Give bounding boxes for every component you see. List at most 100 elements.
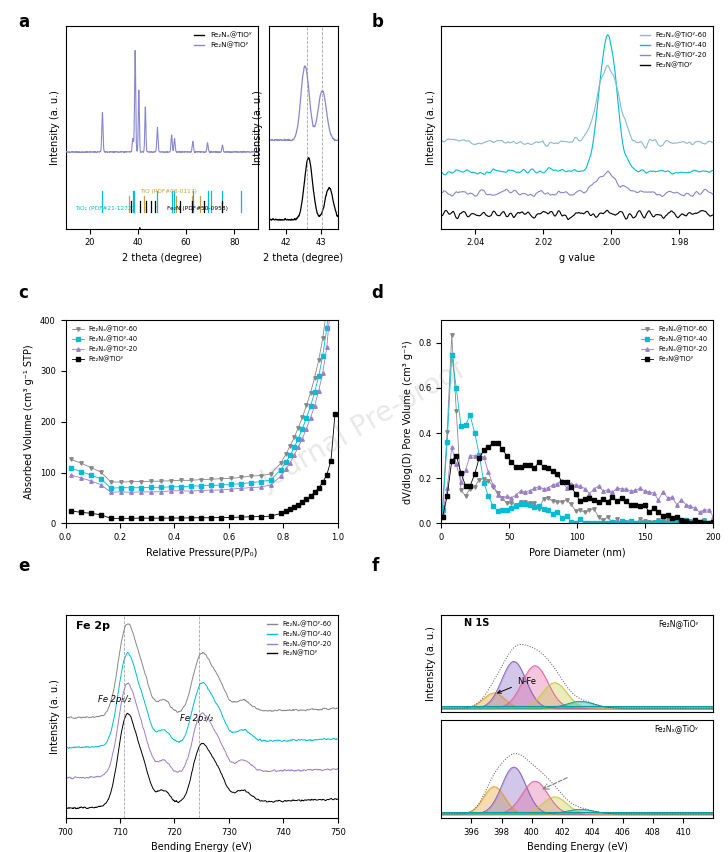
Fe₂N@TiOʸ	[136, 513, 145, 523]
Fe₂Nₓ@TiOʸ-40	[286, 450, 295, 460]
Fe₂Nₓ@TiOʸ-60	[226, 474, 235, 484]
Fe₂N@TiOʸ	[686, 518, 695, 528]
Fe₂N@TiOʸ	[512, 462, 521, 472]
Fe₂Nₓ@TiOʸ-60	[709, 518, 718, 528]
Fe₂N@TiOʸ	[298, 498, 306, 508]
Fe₂N@TiOʸ	[266, 511, 275, 521]
X-axis label: Pore Diameter (nm): Pore Diameter (nm)	[529, 548, 625, 557]
Fe₂Nₓ@TiOʸ-20	[331, 139, 339, 149]
X-axis label: Bending Energy (eV): Bending Energy (eV)	[527, 842, 628, 852]
Legend: Fe₂Nₓ@TiOʸ-60, Fe₂Nₓ@TiOʸ-40, Fe₂Nₓ@TiOʸ-20, Fe₂N@TiOʸ: Fe₂Nₓ@TiOʸ-60, Fe₂Nₓ@TiOʸ-40, Fe₂Nₓ@TiOʸ…	[265, 618, 334, 659]
Line: Fe₂Nₓ@TiOʸ-20: Fe₂Nₓ@TiOʸ-20	[441, 446, 715, 519]
Fe₂Nₓ@TiOʸ-40	[448, 350, 456, 360]
Fe₂Nₓ@TiOʸ-60	[613, 515, 622, 525]
Fe₂Nₓ@TiOʸ-20	[157, 486, 165, 497]
Fe₂Nₓ@TiOʸ-60	[327, 246, 336, 256]
Y-axis label: Intensity (a. u.): Intensity (a. u.)	[253, 89, 264, 164]
Fe₂Nₓ@TiOʸ-60	[157, 476, 165, 486]
Fe₂Nₓ@TiOʸ-60	[97, 467, 106, 477]
Text: N 1S: N 1S	[464, 618, 489, 628]
Fe₂Nₓ@TiOʸ-60	[438, 502, 447, 512]
Fe₂Nₓ@TiOʸ-40	[146, 482, 155, 492]
Fe₂Nₓ@TiOʸ-60	[323, 302, 331, 312]
Fe₂Nₓ@TiOʸ-20	[256, 482, 265, 492]
Fe₂Nₓ@TiOʸ-40	[617, 516, 626, 527]
Fe₂Nₓ@TiOʸ-40	[266, 475, 275, 486]
Fe₂Nₓ@TiOʸ-60	[116, 477, 125, 487]
Line: Fe₂Nₓ@TiOʸ-40: Fe₂Nₓ@TiOʸ-40	[441, 354, 715, 525]
Fe₂N@TiOʸ	[66, 506, 75, 516]
Fe₂Nₓ@TiOʸ-40	[488, 501, 497, 511]
Fe₂Nₓ@TiOʸ-20	[282, 464, 290, 475]
Fe₂Nₓ@TiOʸ-40	[530, 502, 539, 512]
Fe₂N@TiOʸ	[484, 442, 493, 452]
Fe₂Nₓ@TiOʸ-20	[530, 483, 539, 493]
Fe₂N@TiOʸ	[167, 513, 175, 523]
Fe₂Nₓ@TiOʸ-60	[286, 440, 295, 451]
Fe₂Nₓ@TiOʸ-20	[306, 412, 315, 423]
Text: b: b	[371, 14, 383, 32]
Fe₂Nₓ@TiOʸ-40	[323, 323, 331, 333]
Line: Fe₂Nₓ@TiOʸ-60: Fe₂Nₓ@TiOʸ-60	[441, 333, 715, 525]
Fe₂Nₓ@TiOʸ-60	[206, 475, 215, 485]
Text: TiO (PDF#08-0117): TiO (PDF#08-0117)	[141, 189, 197, 193]
Fe₂Nₓ@TiOʸ-60	[246, 471, 255, 481]
Text: Fe₂Nₓ@TiOʸ: Fe₂Nₓ@TiOʸ	[654, 724, 698, 734]
Fe₂Nₓ@TiOʸ-40	[331, 100, 339, 110]
Fe₂Nₓ@TiOʸ-40	[66, 463, 75, 473]
Fe₂Nₓ@TiOʸ-20	[323, 342, 331, 352]
Fe₂Nₓ@TiOʸ-60	[282, 449, 290, 459]
Fe₂Nₓ@TiOʸ-20	[106, 487, 115, 498]
Fe₂Nₓ@TiOʸ-40	[534, 501, 543, 511]
Fe₂N@TiOʸ	[157, 513, 165, 523]
Fe₂Nₓ@TiOʸ-40	[438, 505, 447, 515]
Fe₂N@TiOʸ	[237, 512, 245, 522]
Fe₂N@TiOʸ	[276, 509, 285, 519]
Text: N-Fe: N-Fe	[498, 676, 536, 694]
Fe₂Nₓ@TiOʸ-20	[127, 487, 135, 498]
Fe₂N@TiOʸ	[318, 477, 327, 487]
Fe₂N@TiOʸ	[127, 513, 135, 523]
Fe₂Nₓ@TiOʸ-60	[146, 476, 155, 486]
Fe₂Nₓ@TiOʸ-20	[87, 476, 95, 486]
Fe₂N@TiOʸ	[534, 457, 543, 467]
Fe₂N@TiOʸ	[226, 512, 235, 522]
Fe₂Nₓ@TiOʸ-40	[237, 479, 245, 489]
Fe₂Nₓ@TiOʸ-20	[116, 486, 125, 497]
Fe₂Nₓ@TiOʸ-60	[136, 476, 145, 486]
Fe₂Nₓ@TiOʸ-20	[521, 487, 529, 498]
Text: Journal Pre-proof: Journal Pre-proof	[257, 356, 471, 496]
Fe₂Nₓ@TiOʸ-40	[116, 482, 125, 492]
Fe₂Nₓ@TiOʸ-40	[310, 387, 319, 397]
Fe₂Nₓ@TiOʸ-20	[448, 442, 456, 452]
Fe₂N@TiOʸ	[438, 511, 447, 521]
Text: Fe 2p₅/₂: Fe 2p₅/₂	[98, 695, 131, 704]
Fe₂Nₓ@TiOʸ-20	[66, 469, 75, 480]
Fe₂Nₓ@TiOʸ-40	[157, 482, 165, 492]
Fe₂Nₓ@TiOʸ-60	[216, 474, 225, 484]
Fe₂Nₓ@TiOʸ-60	[186, 475, 195, 486]
Fe₂Nₓ@TiOʸ-40	[290, 442, 298, 452]
Fe₂Nₓ@TiOʸ-40	[512, 501, 521, 511]
Line: Fe₂Nₓ@TiOʸ-40: Fe₂Nₓ@TiOʸ-40	[69, 103, 337, 490]
Fe₂N@TiOʸ	[613, 496, 622, 506]
X-axis label: Bending Energy (eV): Bending Energy (eV)	[151, 842, 252, 852]
Line: Fe₂Nₓ@TiOʸ-60: Fe₂Nₓ@TiOʸ-60	[69, 62, 337, 484]
Fe₂Nₓ@TiOʸ-60	[617, 518, 626, 528]
Fe₂Nₓ@TiOʸ-60	[197, 475, 205, 485]
Fe₂N@TiOʸ	[286, 504, 295, 515]
Fe₂N@TiOʸ	[216, 512, 225, 522]
Fe₂N@TiOʸ	[197, 513, 205, 523]
Fe₂Nₓ@TiOʸ-40	[246, 478, 255, 488]
Fe₂Nₓ@TiOʸ-60	[534, 504, 543, 514]
Fe₂Nₓ@TiOʸ-20	[186, 486, 195, 496]
Fe₂N@TiOʸ	[290, 502, 298, 512]
Fe₂N@TiOʸ	[206, 513, 215, 523]
Fe₂Nₓ@TiOʸ-20	[76, 473, 85, 483]
Fe₂Nₓ@TiOʸ-60	[302, 400, 311, 411]
Fe₂Nₓ@TiOʸ-60	[256, 470, 265, 481]
Fe₂N@TiOʸ	[302, 494, 311, 504]
Text: c: c	[18, 285, 28, 302]
Fe₂N@TiOʸ	[186, 513, 195, 523]
Y-axis label: Intensity (a. u.): Intensity (a. u.)	[426, 89, 435, 164]
